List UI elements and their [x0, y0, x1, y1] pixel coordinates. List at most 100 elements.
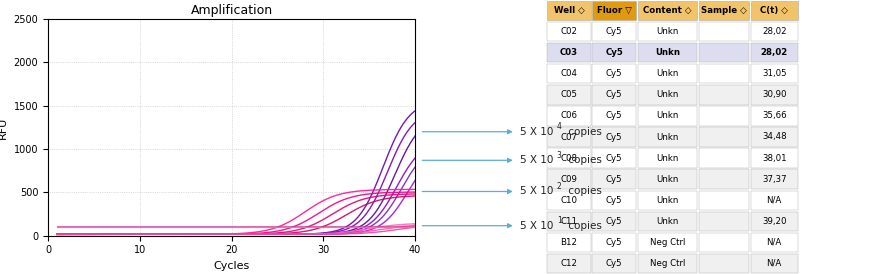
Bar [699, 190, 749, 210]
Bar [547, 169, 591, 189]
Bar [751, 64, 797, 84]
Bar [751, 1, 797, 20]
Bar [751, 169, 797, 189]
Bar [593, 254, 635, 273]
Text: 4: 4 [557, 122, 562, 131]
Bar [547, 233, 591, 252]
Text: Cy5: Cy5 [606, 153, 622, 162]
Text: copies: copies [565, 187, 602, 196]
Text: 5 X 10: 5 X 10 [520, 155, 553, 165]
Bar [593, 148, 635, 168]
Bar [593, 106, 635, 126]
Text: N/A: N/A [766, 259, 782, 268]
Bar [593, 233, 635, 252]
Bar [699, 43, 749, 62]
Text: Cy5: Cy5 [606, 48, 623, 57]
Text: Unkn: Unkn [656, 90, 679, 99]
Bar [638, 148, 697, 168]
Text: 31,05: 31,05 [762, 69, 787, 78]
Bar [751, 22, 797, 41]
Bar [547, 127, 591, 147]
Bar [547, 254, 591, 273]
Y-axis label: RFU: RFU [0, 116, 8, 139]
Text: Unkn: Unkn [656, 27, 679, 36]
Text: 5 X 10: 5 X 10 [520, 187, 553, 196]
Bar [547, 106, 591, 126]
Text: C10: C10 [560, 196, 578, 205]
Text: C06: C06 [560, 112, 578, 121]
Bar [699, 106, 749, 126]
Bar [699, 127, 749, 147]
Text: Neg Ctrl: Neg Ctrl [650, 238, 685, 247]
Bar [593, 1, 635, 20]
Text: Unkn: Unkn [655, 48, 680, 57]
Bar [751, 85, 797, 105]
Bar [699, 1, 749, 20]
Bar [547, 64, 591, 84]
Bar [751, 43, 797, 62]
Bar [699, 148, 749, 168]
Text: C11: C11 [560, 217, 578, 226]
Text: 1: 1 [557, 216, 561, 225]
Text: 38,01: 38,01 [762, 153, 787, 162]
Text: Well ◇: Well ◇ [553, 6, 584, 15]
Bar [699, 22, 749, 41]
Text: 5 X 10: 5 X 10 [520, 221, 553, 231]
Bar [638, 64, 697, 84]
Text: 2: 2 [557, 182, 561, 191]
Bar [638, 169, 697, 189]
Bar [547, 1, 591, 20]
Text: Fluor ▽: Fluor ▽ [597, 6, 632, 15]
Text: Cy5: Cy5 [606, 112, 622, 121]
Bar [593, 43, 635, 62]
Text: C05: C05 [560, 90, 578, 99]
Bar [751, 254, 797, 273]
Bar [593, 169, 635, 189]
Bar [699, 64, 749, 84]
Text: B12: B12 [560, 238, 578, 247]
Text: Cy5: Cy5 [606, 196, 622, 205]
Bar [699, 212, 749, 231]
Bar [751, 106, 797, 126]
Bar [593, 212, 635, 231]
Text: 35,66: 35,66 [762, 112, 787, 121]
Text: 28,02: 28,02 [762, 27, 787, 36]
Bar [751, 212, 797, 231]
Bar [751, 190, 797, 210]
Text: C09: C09 [560, 175, 578, 184]
Text: C07: C07 [560, 133, 578, 141]
Bar [638, 43, 697, 62]
Text: Cy5: Cy5 [606, 259, 622, 268]
Bar [638, 85, 697, 105]
Text: C12: C12 [560, 259, 578, 268]
Bar [638, 106, 697, 126]
Bar [638, 212, 697, 231]
Text: Cy5: Cy5 [606, 133, 622, 141]
Bar [751, 127, 797, 147]
Text: Unkn: Unkn [656, 153, 679, 162]
Text: Unkn: Unkn [656, 69, 679, 78]
X-axis label: Cycles: Cycles [213, 261, 250, 271]
Bar [593, 85, 635, 105]
Text: 30,90: 30,90 [762, 90, 787, 99]
Text: 39,20: 39,20 [762, 217, 787, 226]
Bar [638, 1, 697, 20]
Bar [593, 127, 635, 147]
Title: Amplification: Amplification [191, 4, 273, 17]
Bar [699, 254, 749, 273]
Text: Unkn: Unkn [656, 175, 679, 184]
Text: Sample ◇: Sample ◇ [701, 6, 747, 15]
Text: copies: copies [565, 221, 602, 231]
Bar [699, 233, 749, 252]
Text: Cy5: Cy5 [606, 175, 622, 184]
Bar [638, 233, 697, 252]
Text: N/A: N/A [766, 196, 782, 205]
Bar [593, 22, 635, 41]
Bar [699, 85, 749, 105]
Text: N/A: N/A [766, 238, 782, 247]
Text: C(t) ◇: C(t) ◇ [760, 6, 788, 15]
Text: C08: C08 [560, 153, 578, 162]
Bar [593, 64, 635, 84]
Bar [638, 22, 697, 41]
Text: C04: C04 [560, 69, 578, 78]
